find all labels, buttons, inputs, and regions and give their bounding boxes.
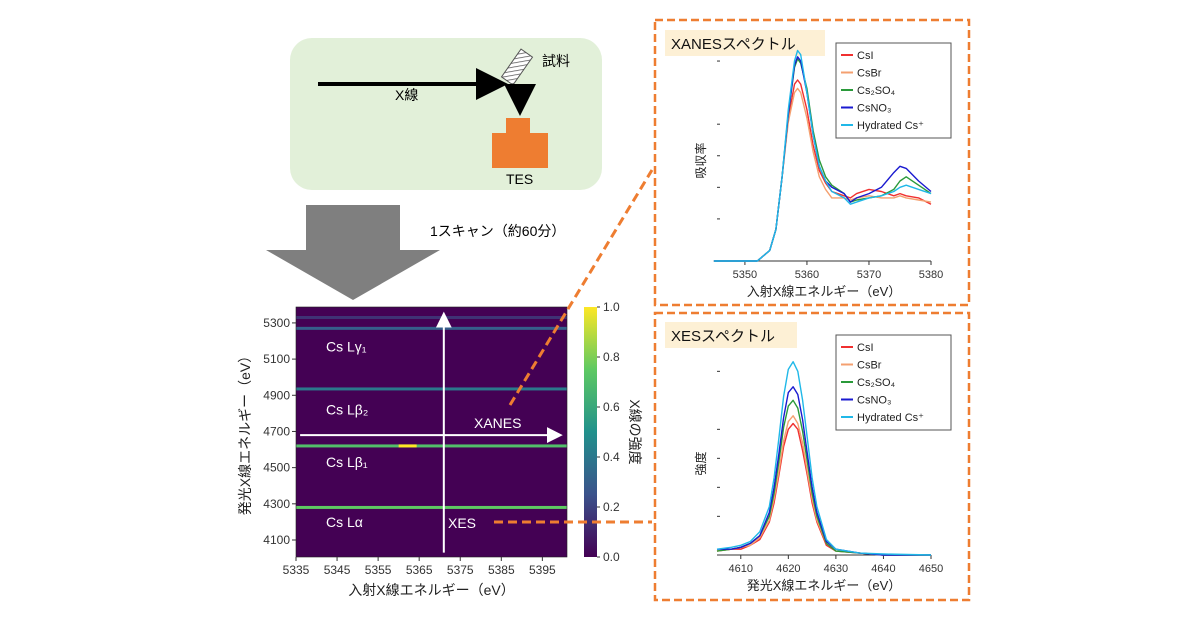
x-tick-label: 4650 [919,563,943,575]
emission-line-hotspot [398,444,417,448]
x-tick-label: 5375 [447,563,474,577]
tes-label: TES [506,171,533,187]
scan-arrow [266,205,440,300]
emission-line [296,505,567,509]
x-tick-label: 5355 [365,563,392,577]
x-tick-label: 4610 [729,563,753,575]
x-tick-label: 5360 [795,269,819,281]
x-tick-label: 5380 [919,269,943,281]
tes-detector-icon [492,118,548,168]
emission-line [296,444,567,448]
colorbar-tick-label: 0.0 [603,550,620,564]
series-line-hydratedcs [713,49,932,262]
y-axis-label: 強度 [693,451,708,475]
sample-icon [500,48,534,86]
legend-label: CsI [857,342,874,354]
colorbar [584,307,597,557]
x-tick-label: 5395 [529,563,556,577]
y-axis-label: 吸収率 [693,142,708,178]
x-tick-label: 4630 [824,563,848,575]
x-tick-label: 5370 [857,269,881,281]
emission-line [296,326,567,330]
xes-annotation: XES [448,515,476,531]
colorbar-label: X線の強度 [627,399,643,464]
y-tick-label: 5100 [263,352,290,366]
rixs-heatmap: Cs Lα Cs Lβ₁ Cs Lβ₂ Cs Lγ₁ XANES XES 5335 5345 5… [237,300,643,598]
xanes-annotation: XANES [474,415,521,431]
x-tick-label: 5350 [733,269,757,281]
xanes-panel-border [653,18,971,307]
y-tick-label: 5300 [263,316,290,330]
xes-panel-border [653,311,971,602]
setup-diagram: X線 試料 TES [290,38,602,190]
emission-line-label: Cs Lγ₁ [326,338,367,354]
colorbar-tick-label: 1.0 [603,300,620,314]
chart-title: XESスペクトル [671,328,775,345]
y-tick-label: 4900 [263,388,290,402]
colorbar-tick-label: 0.4 [603,450,620,464]
legend-label: Cs₂SO₄ [857,85,896,97]
legend-label: CsBr [857,360,882,372]
x-axis-label: 入射X線エネルギー（eV） [747,284,902,299]
y-tick-label: 4100 [263,533,290,547]
x-tick-label: 5345 [324,563,351,577]
xanes-chart: XANESスペクトル 5350 5360 5370 5380 入射X線エネルギー（eV） 吸… [665,30,952,299]
xanes-connector [508,169,654,406]
colorbar-tick-label: 0.6 [603,400,620,414]
xes-chart: XESスペクトル 4610 4620 4630 4640 4650 発光X線エネルギー（eV… [665,322,952,593]
x-tick-label: 5365 [406,563,433,577]
chart-title-background [665,322,797,348]
x-tick-label: 4620 [776,563,800,575]
x-axis-label: 入射X線エネルギー（eV） [348,582,514,598]
legend-label: CsI [857,50,874,62]
x-tick-label: 5385 [488,563,515,577]
legend-box [835,42,952,139]
x-axis-label: 発光X線エネルギー（eV） [747,578,902,593]
emission-line-label: Cs Lα [326,514,363,530]
legend-label: CsBr [857,68,882,80]
legend-label: Hydrated Cs⁺ [857,120,924,132]
colorbar-tick-label: 0.8 [603,350,620,364]
y-tick-label: 4500 [263,461,290,475]
x-tick-label: 4640 [871,563,895,575]
emission-line [296,387,567,391]
y-tick-label: 4700 [263,424,290,438]
heatmap-frame [295,306,568,558]
heatmap-plot-area [296,307,567,557]
colorbar-tick-label: 0.2 [603,500,620,514]
sample-label: 試料 [542,53,570,69]
legend-label: CsNO₃ [857,103,891,115]
series-line-hydratedcs [716,361,932,556]
chart-title: XANESスペクトル [671,36,796,53]
legend-label: CsNO₃ [857,395,891,407]
emission-line [296,315,567,319]
emission-line-label: Cs Lβ₁ [326,454,368,470]
legend-label: Hydrated Cs⁺ [857,412,924,424]
emission-line-label: Cs Lβ₂ [326,402,368,418]
y-axis-label: 発光X線エネルギー（eV） [237,349,253,515]
legend-label: Cs₂SO₄ [857,377,896,389]
x-tick-label: 5335 [283,563,310,577]
y-tick-label: 4300 [263,497,290,511]
xray-label: X線 [395,87,418,103]
scan-duration-label: 1スキャン（約60分） [430,223,565,239]
legend-box [835,334,952,431]
